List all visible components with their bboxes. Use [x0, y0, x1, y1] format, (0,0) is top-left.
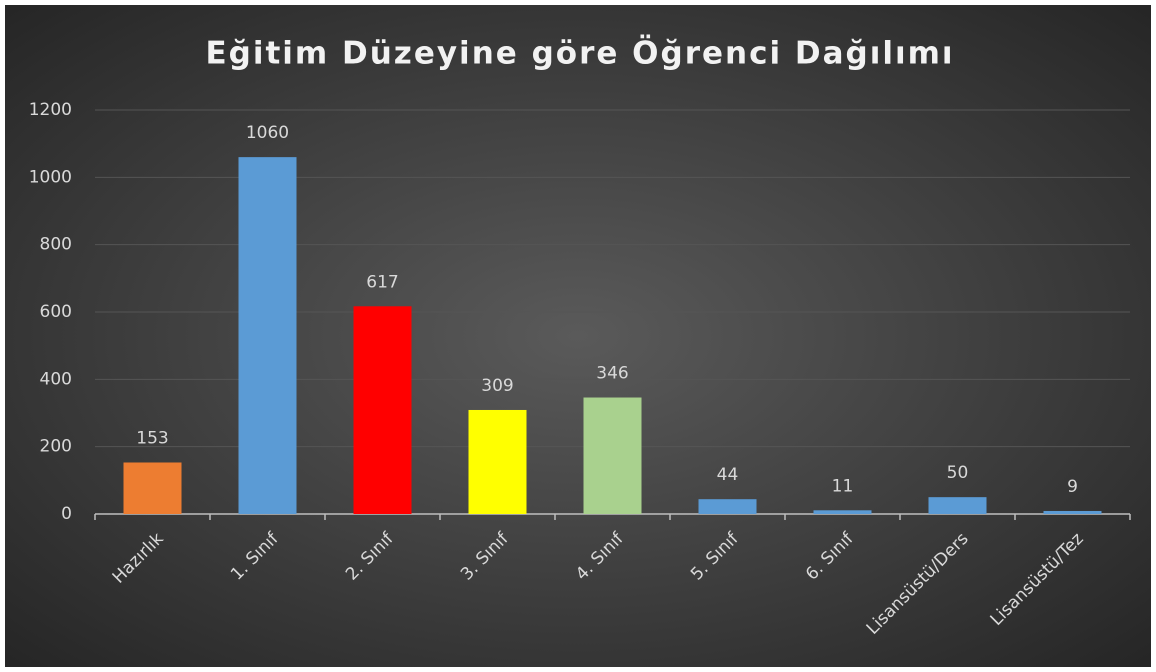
bar	[583, 397, 642, 514]
chart-title: Eğitim Düzeyine göre Öğrenci Dağılımı	[205, 35, 954, 72]
y-tick-label: 1000	[29, 167, 72, 187]
data-label: 11	[832, 476, 854, 496]
y-tick-label: 800	[40, 235, 72, 255]
bar	[468, 409, 527, 514]
bar	[698, 499, 757, 514]
bar	[928, 497, 987, 514]
data-label: 50	[947, 463, 969, 483]
background	[5, 5, 1151, 667]
y-tick-label: 200	[40, 437, 72, 457]
data-label: 153	[136, 428, 168, 448]
bar	[238, 157, 297, 514]
data-label: 617	[366, 272, 398, 292]
data-label: 309	[481, 376, 513, 396]
y-tick-label: 600	[40, 302, 72, 322]
y-tick-label: 0	[61, 504, 72, 524]
data-label: 9	[1067, 477, 1078, 497]
y-tick-label: 1200	[29, 100, 72, 120]
y-tick-label: 400	[40, 369, 72, 389]
bar	[123, 462, 182, 514]
bar	[813, 510, 872, 514]
data-label: 1060	[246, 123, 289, 143]
bar	[1043, 510, 1102, 514]
data-label: 346	[596, 364, 628, 384]
bar	[353, 306, 412, 514]
data-label: 44	[717, 465, 739, 485]
